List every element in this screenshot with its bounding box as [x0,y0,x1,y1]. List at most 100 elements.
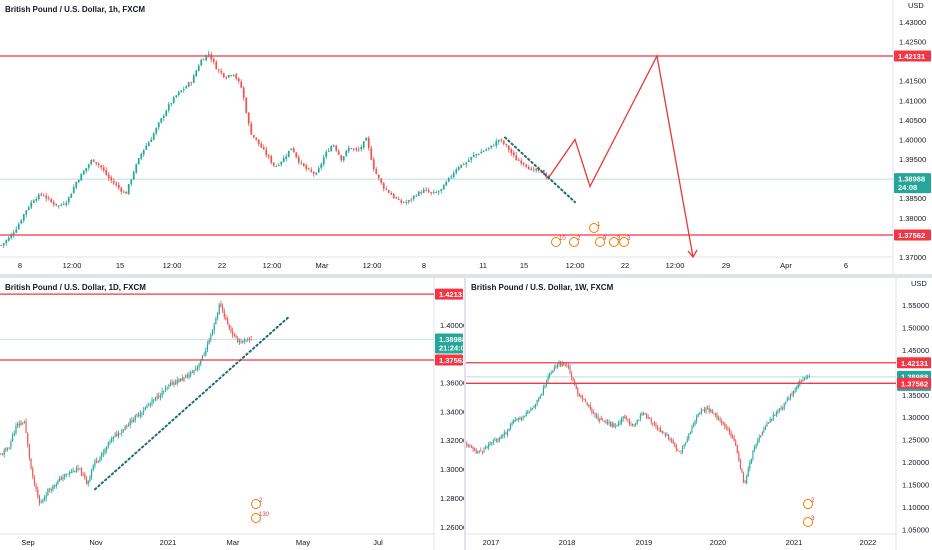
candle-body [147,142,150,147]
candle-body [425,189,428,191]
dotted-trendline [94,316,289,491]
time-tick-label: May [296,538,310,547]
candle-body [10,234,13,239]
candle-body [769,419,771,423]
candle-body [305,165,308,169]
candle-body [327,151,330,152]
candle-body [232,331,234,336]
candle-body [212,59,215,62]
chart-1d-svg[interactable]: British Pound / U.S. Dollar, 1D, FXCM 1.4… [0,278,464,550]
candle-body [80,173,83,181]
candle-body [23,421,25,423]
candle-body [469,445,471,448]
time-tick-label: 12:00 [263,261,282,270]
price-tag-label: 1.38988 [901,372,928,381]
candle-body [172,97,175,103]
candle-body [667,435,670,439]
candle-body [122,429,125,431]
candle-body [350,148,353,149]
time-tick-label: 2019 [636,538,653,547]
candle-body [45,195,48,199]
panel-divider[interactable] [464,278,466,550]
candle-body [97,460,99,463]
chart-panel-1d[interactable]: British Pound / U.S. Dollar, 1D, FXCM 1.4… [0,278,464,550]
candle-body [138,415,140,417]
candle-body [761,431,763,436]
candle-body [112,436,114,439]
chart-1h-svg[interactable]: British Pound / U.S. Dollar, 1h, FXCM USD… [0,0,932,274]
candle-body [525,412,527,417]
candle-body [563,362,565,365]
chart-panel-1w[interactable]: British Pound / U.S. Dollar, 1W, FXCM USD… [466,278,932,550]
candle-body [360,146,363,150]
candle-body [755,444,757,448]
candle-body [470,446,473,448]
candle-body [478,450,480,452]
candle-body [691,426,693,432]
candle-body [105,169,108,175]
candle-body [390,193,393,195]
price-tick-label: 1.40000 [899,135,926,144]
price-tag [435,288,463,300]
event-flag-icon [251,513,261,523]
candle-body [661,431,663,433]
chart-panel-1h[interactable]: British Pound / U.S. Dollar, 1h, FXCM USD… [0,0,932,274]
chart-1w-svg[interactable]: British Pound / U.S. Dollar, 1W, FXCM USD… [466,278,932,550]
candle-body [502,435,504,437]
candle-body [164,388,167,390]
candle-body [397,199,400,200]
candle-body [270,156,273,163]
candle-body [614,426,616,427]
candle-body [486,447,488,449]
candle-body [27,433,29,445]
candle-body [18,423,20,426]
candle-body [20,422,22,426]
candle-body [82,474,84,476]
candle-body [555,366,557,368]
candle-body [167,104,170,111]
candle-body [542,387,544,394]
candle-body [627,419,629,421]
candle-body [653,423,655,425]
candle-body [586,402,588,406]
candle-body [505,143,508,145]
candle-body [494,439,496,441]
candle-body [89,476,91,481]
candle-body [503,432,505,436]
candle-body [385,188,388,190]
candle-body [203,354,205,356]
event-count-label: 3 [627,236,631,242]
candle-body [25,421,27,433]
candle-body [84,474,86,479]
candle-body [151,399,153,404]
panel-divider[interactable] [0,274,932,278]
candle-body [600,417,602,420]
time-tick-label: Sep [21,538,34,547]
candle-body [90,160,93,165]
candle-body [797,384,799,388]
candle-body [280,161,283,165]
event-count-label: 130 [259,512,270,518]
candle-body [176,379,178,384]
candle-body [82,171,85,175]
candle-body [69,472,71,475]
candle-body [542,169,545,175]
candle-body [107,174,110,179]
candle-body [80,467,83,476]
candle-body [517,418,519,420]
candle-body [430,192,433,194]
candle-body [669,439,671,441]
candle-body [145,145,148,150]
candle-body [362,141,365,148]
candle-body [544,385,546,389]
candle-body [265,149,268,156]
candle-body [153,399,155,401]
candle-body [716,414,718,419]
candle-body [658,427,660,429]
candle-body [13,433,15,436]
candle-body [42,195,45,197]
candle-body [77,180,80,183]
candle-body [758,437,760,442]
price-tag-label: 1.38988 [898,175,925,184]
candle-body [315,173,318,175]
